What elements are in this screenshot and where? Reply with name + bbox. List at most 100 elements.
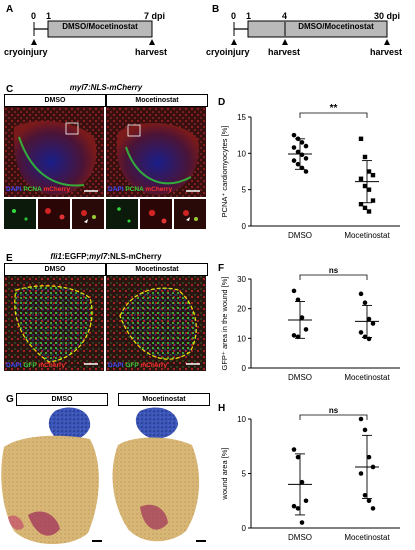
- data-point: [291, 503, 297, 509]
- timeline-a-t1: 1: [46, 11, 52, 21]
- title-fli1: fli1: [50, 252, 62, 261]
- stain-mcherry: mCherry: [38, 362, 66, 369]
- significance-label: ns: [329, 266, 339, 275]
- data-point: [362, 427, 368, 433]
- data-point: [303, 169, 309, 174]
- data-point: [358, 202, 364, 207]
- timeline-b-event-right: harvest: [370, 47, 403, 57]
- data-point: [295, 149, 301, 155]
- timeline-b-event-left: cryoinjury: [206, 47, 250, 57]
- panel-label-a: A: [6, 4, 14, 15]
- panel-c-col-dmso: DMSO: [4, 94, 106, 107]
- timeline-b-tmid: 4: [282, 11, 288, 21]
- stain-pcna: PCNA: [125, 186, 144, 193]
- timeline-b-event-mid: harvest: [268, 47, 301, 57]
- x-tick-label: DMSO: [288, 533, 312, 542]
- y-tick-label: 10: [237, 415, 246, 424]
- data-point: [291, 145, 297, 150]
- panel-g-col-dmso: DMSO: [16, 393, 108, 406]
- timeline-a-event-left: cryoinjury: [4, 47, 48, 57]
- x-tick-label: DMSO: [288, 373, 312, 382]
- data-point: [362, 300, 368, 306]
- timeline-b: [231, 20, 390, 45]
- panel-e-image-dmso: [4, 276, 104, 371]
- significance-label: **: [330, 103, 338, 114]
- data-point: [366, 336, 372, 342]
- chart-f: 0 10 20 30 GFP⁺ area in the wound [%] DMSO Moc…: [220, 266, 400, 382]
- chart-h: 0 5 10 wound area [%] DMSO Mocetinostat ns: [220, 406, 400, 542]
- data-point: [299, 165, 305, 171]
- y-tick-label: 0: [242, 524, 247, 533]
- y-tick-label: 0: [242, 222, 247, 231]
- timeline-b-bar-text: DMSO/Mocetinostat: [298, 22, 374, 31]
- data-point: [358, 136, 364, 141]
- title-nls: :NLS-mCherry: [107, 252, 162, 261]
- panel-g-col-moce: Mocetinostat: [118, 393, 210, 406]
- data-point: [303, 327, 309, 332]
- panel-label-f: F: [218, 263, 225, 274]
- timeline-a-tend: 7 dpi: [144, 11, 166, 21]
- x-tick-label: Mocetinostat: [344, 373, 390, 382]
- timeline-a-bar-text: DMSO/Mocetinostat: [62, 22, 138, 31]
- data-point: [366, 187, 372, 192]
- panel-c-image-moce: [106, 107, 206, 197]
- data-point: [299, 152, 305, 158]
- y-tick-label: 5: [242, 470, 247, 479]
- data-point: [366, 209, 372, 214]
- data-point: [295, 334, 301, 340]
- timeline-a-event-right: harvest: [135, 47, 168, 57]
- panel-e-title: fli1:EGFP;myl7:NLS-mCherry: [4, 252, 208, 261]
- y-axis-label: wound area [%]: [220, 447, 229, 500]
- x-tick-label: Mocetinostat: [344, 533, 390, 542]
- stain-dapi: DAPI: [108, 186, 124, 193]
- y-axis-label: PCNA⁺ cardiomyocytes [%]: [220, 126, 229, 218]
- data-point: [303, 143, 309, 149]
- data-point: [295, 506, 301, 511]
- panel-e-col-moce: Mocetinostat: [106, 263, 208, 276]
- panel-c-stain-dmso: DAPI PCNA mCherry: [6, 186, 70, 194]
- y-tick-label: 10: [237, 334, 246, 343]
- x-tick-label: DMSO: [288, 231, 312, 240]
- data-point: [299, 479, 305, 485]
- y-tick-label: 10: [237, 149, 246, 158]
- data-point: [291, 288, 297, 294]
- y-axis-label: GFP⁺ area in the wound [%]: [220, 276, 229, 370]
- data-point: [362, 183, 368, 189]
- significance-bracket: [299, 112, 368, 118]
- panel-c-insets: [4, 199, 206, 229]
- data-point: [358, 291, 364, 297]
- panel-c-col-moce: Mocetinostat: [106, 94, 208, 107]
- y-tick-label: 0: [242, 364, 247, 373]
- x-tick-label: Mocetinostat: [344, 231, 390, 240]
- y-tick-label: 5: [242, 186, 247, 195]
- data-point: [291, 132, 297, 138]
- stain-mcherry: mCherry: [145, 186, 173, 193]
- panel-label-g: G: [6, 394, 14, 405]
- data-point: [295, 136, 301, 142]
- stain-gfp: GFP: [23, 362, 37, 369]
- data-point: [303, 498, 309, 504]
- significance-bracket: [299, 414, 368, 420]
- data-point: [299, 520, 305, 525]
- data-point: [291, 447, 297, 452]
- data-point: [366, 316, 372, 322]
- data-point: [370, 506, 376, 511]
- data-point: [358, 416, 364, 422]
- data-point: [299, 315, 305, 320]
- y-tick-label: 30: [237, 275, 246, 284]
- panel-label-b: B: [212, 4, 220, 15]
- data-point: [370, 198, 376, 203]
- significance-label: ns: [329, 406, 339, 415]
- stain-dapi: DAPI: [108, 362, 124, 369]
- data-point: [291, 158, 297, 163]
- data-point: [362, 493, 368, 498]
- stain-pcna: PCNA: [23, 186, 42, 193]
- panel-e-stain-moce: DAPI GFP mCherry: [108, 362, 167, 370]
- title-myl7: myl7: [89, 252, 108, 261]
- timeline-b-tend: 30 dpi: [374, 11, 401, 21]
- panel-c-title: myl7:NLS-mCherry: [69, 83, 143, 92]
- timeline-a-t0: 0: [31, 11, 37, 21]
- data-point: [358, 471, 364, 476]
- panel-e-col-dmso: DMSO: [4, 263, 106, 276]
- data-point: [370, 464, 376, 470]
